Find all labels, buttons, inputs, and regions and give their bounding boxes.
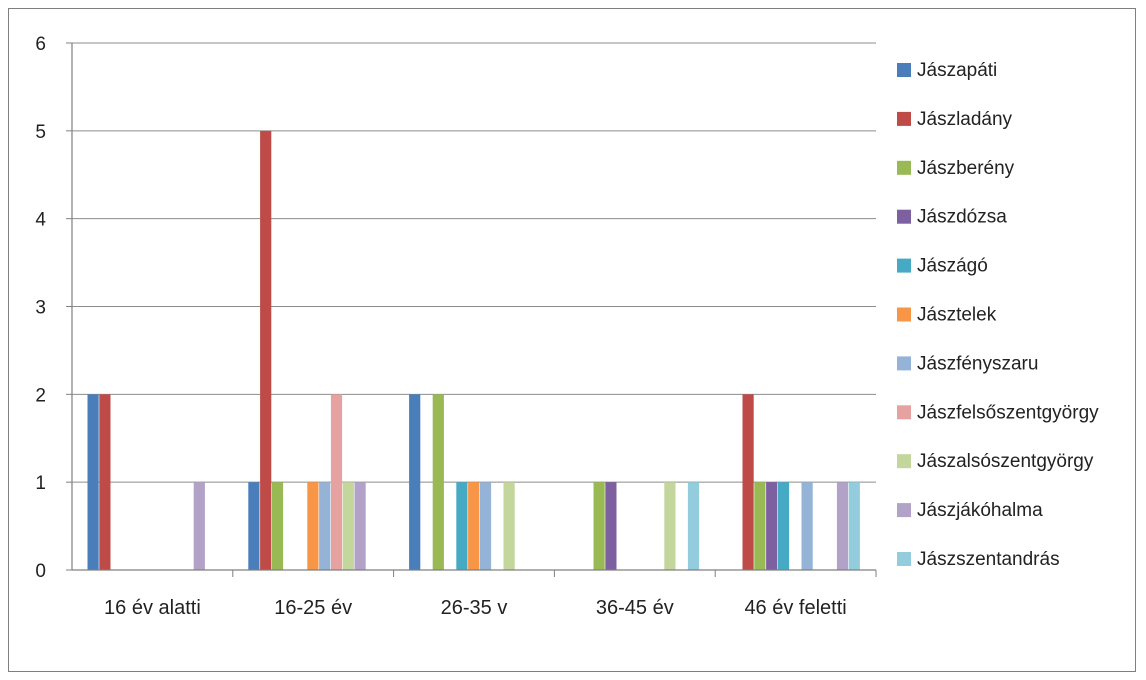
bar <box>343 482 354 570</box>
legend-swatch <box>897 454 911 468</box>
legend-label: Jászladány <box>917 109 1013 130</box>
legend-label: Jásztelek <box>917 305 997 326</box>
bar <box>837 482 848 570</box>
legend-label: Jászfelsőszentgyörgy <box>917 402 1099 423</box>
bar <box>355 482 366 570</box>
bar <box>260 131 271 570</box>
x-category-label: 16 év alatti <box>104 597 201 619</box>
legend-label: Jászágó <box>917 256 988 277</box>
y-tick-label: 3 <box>35 298 46 319</box>
legend-label: Jászfényszaru <box>917 353 1038 374</box>
bar <box>409 394 420 570</box>
y-tick-label: 4 <box>35 210 46 231</box>
legend-label: Jászszentandrás <box>917 549 1060 570</box>
bar <box>248 482 259 570</box>
legend-swatch <box>897 112 911 126</box>
y-tick-label: 6 <box>35 34 46 55</box>
legend-label: Jászberény <box>917 158 1015 179</box>
x-category-label: 36-45 év <box>596 597 674 619</box>
bar <box>194 482 205 570</box>
legend-label: Jászalsószentgyörgy <box>917 451 1094 472</box>
bar <box>766 482 777 570</box>
bar <box>88 394 99 570</box>
bar <box>849 482 860 570</box>
bars <box>88 131 860 570</box>
grid-lines <box>72 43 876 482</box>
legend-swatch <box>897 161 911 175</box>
legend-swatch <box>897 552 911 566</box>
legend-label: Jászapáti <box>917 60 997 81</box>
legend-swatch <box>897 405 911 419</box>
bar <box>688 482 699 570</box>
y-tick-label: 5 <box>35 122 46 143</box>
legend-swatch <box>897 210 911 224</box>
x-category-label: 26-35 v <box>441 597 508 619</box>
x-category-label: 46 év feletti <box>744 597 846 619</box>
bar <box>272 482 283 570</box>
legend-swatch <box>897 259 911 273</box>
bar <box>594 482 605 570</box>
y-tick-label: 1 <box>35 473 46 494</box>
legend-label: Jászjákóhalma <box>917 500 1043 521</box>
bar <box>433 394 444 570</box>
legend-swatch <box>897 503 911 517</box>
bar <box>802 482 813 570</box>
bar <box>307 482 318 570</box>
bar <box>99 394 110 570</box>
bar <box>319 482 330 570</box>
x-category-label: 16-25 év <box>274 597 352 619</box>
bar <box>468 482 479 570</box>
bar <box>456 482 467 570</box>
bar <box>480 482 491 570</box>
bar <box>504 482 515 570</box>
bar <box>743 394 754 570</box>
bar <box>778 482 789 570</box>
y-tick-label: 2 <box>35 385 46 406</box>
legend-label: Jászdózsa <box>917 207 1007 228</box>
y-tick-label: 0 <box>35 561 46 582</box>
legend-swatch <box>897 356 911 370</box>
legend-swatch <box>897 63 911 77</box>
bar <box>754 482 765 570</box>
legend: Jászapáti Jászladány Jászberény Jászdózsa Já… <box>897 60 1099 570</box>
legend-swatch <box>897 308 911 322</box>
bar <box>664 482 675 570</box>
bar <box>331 394 342 570</box>
bar <box>605 482 616 570</box>
